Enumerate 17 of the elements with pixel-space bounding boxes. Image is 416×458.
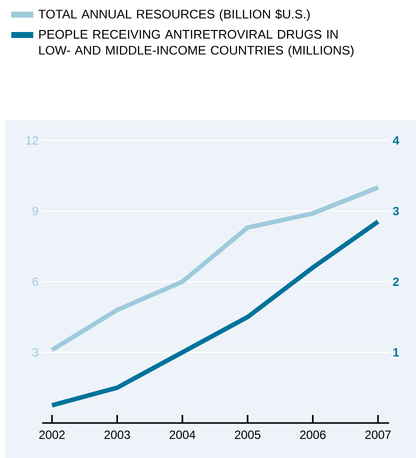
x-tick-label: 2003 — [104, 430, 130, 439]
y-tick-label: 3 — [32, 348, 38, 357]
x-tick-label: 2006 — [300, 430, 326, 439]
y2-tick-label: 1 — [393, 348, 399, 356]
y2-tick-label: 4 — [392, 136, 400, 145]
x-tick-label: 2005 — [234, 430, 260, 439]
y2-tick-label: 2 — [393, 278, 399, 286]
line-series — [50, 185, 380, 352]
legend-label: TOTAL ANNUAL RESOURCES (BILLION $U.S.) — [38, 9, 310, 22]
y-tick-label: 6 — [32, 277, 38, 286]
y-tick-label: 9 — [32, 206, 38, 216]
x-tick-label: 2007 — [365, 430, 391, 439]
legend-label: PEOPLE RECEIVING ANTIRETROVIRAL DRUGS IN LOW- AND MIDDLE-INCOME COUNTRIES (MILLIONS) — [39, 30, 354, 58]
x-tick-label: 2002 — [39, 430, 65, 439]
y2-tick-label: 3 — [392, 206, 399, 216]
y-tick-label: 12 — [26, 136, 38, 145]
x-tick-label: 2004 — [170, 430, 196, 439]
